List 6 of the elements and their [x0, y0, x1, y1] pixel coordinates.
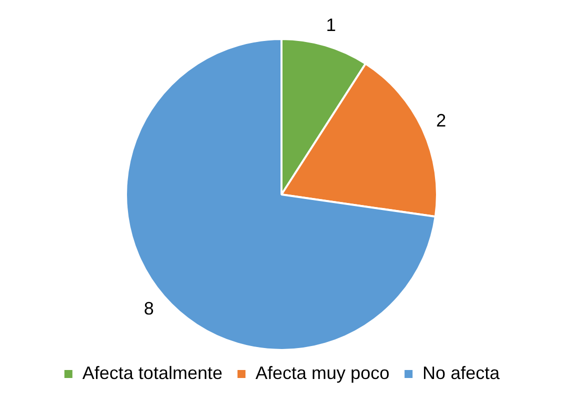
data-label: 8	[144, 298, 154, 318]
legend-label: Afecta muy poco	[255, 362, 390, 383]
data-label: 1	[326, 15, 336, 36]
legend-label: No afecta	[422, 362, 501, 383]
legend-label: Afecta totalmente	[82, 362, 222, 383]
data-label: 2	[436, 110, 446, 131]
